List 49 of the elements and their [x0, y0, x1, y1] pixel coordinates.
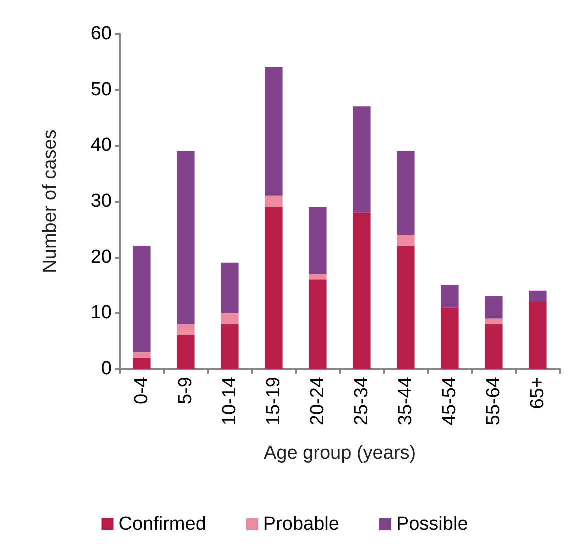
bar [221, 313, 239, 324]
bar [265, 196, 283, 208]
bar [441, 285, 459, 308]
bar [441, 308, 459, 369]
bar [133, 246, 151, 352]
bar [485, 318, 503, 324]
x-tick-label: 45-54 [440, 376, 460, 426]
y-tick-label: 60 [90, 24, 112, 44]
bar [221, 262, 239, 314]
bar [177, 151, 195, 324]
bar [309, 207, 327, 274]
legend-label: Possible [396, 514, 468, 535]
legend-label: Confirmed [118, 514, 206, 535]
y-tick-label: 10 [90, 302, 112, 324]
y-tick-label: 20 [90, 246, 112, 268]
bar [177, 324, 195, 336]
bar [265, 68, 283, 196]
bar [309, 280, 327, 369]
bar [397, 235, 415, 246]
bar [397, 246, 415, 369]
bar [353, 212, 371, 369]
bar [529, 302, 547, 369]
x-tick-label: 0-4 [132, 376, 152, 404]
bar [265, 207, 283, 369]
y-tick-label: 50 [90, 79, 112, 100]
bar [397, 151, 415, 235]
bar [221, 324, 239, 369]
y-tick-label: 0 [101, 358, 112, 380]
x-tick-label: 10-14 [220, 376, 240, 426]
x-tick-label: 15-19 [264, 377, 284, 426]
y-tick-label: 40 [90, 135, 112, 156]
x-tick-label: 65+ [528, 377, 548, 410]
bar [133, 358, 151, 369]
legend-label: Probable [263, 514, 340, 535]
x-tick-label: 5-9 [176, 377, 196, 404]
bar [485, 296, 503, 319]
bar [353, 106, 371, 213]
x-axis-title: Age group (years) [264, 443, 416, 464]
bar [485, 324, 503, 369]
bar [133, 352, 151, 358]
y-tick-label: 30 [90, 191, 112, 212]
x-tick-label: 35-44 [396, 376, 416, 426]
x-tick-label: 25-34 [352, 376, 372, 426]
x-tick-label: 20-24 [308, 376, 328, 426]
bar [309, 274, 327, 280]
y-axis-title: Number of cases [40, 130, 61, 274]
bar [177, 336, 195, 369]
x-tick-label: 55-64 [484, 376, 504, 426]
bar [529, 290, 547, 302]
